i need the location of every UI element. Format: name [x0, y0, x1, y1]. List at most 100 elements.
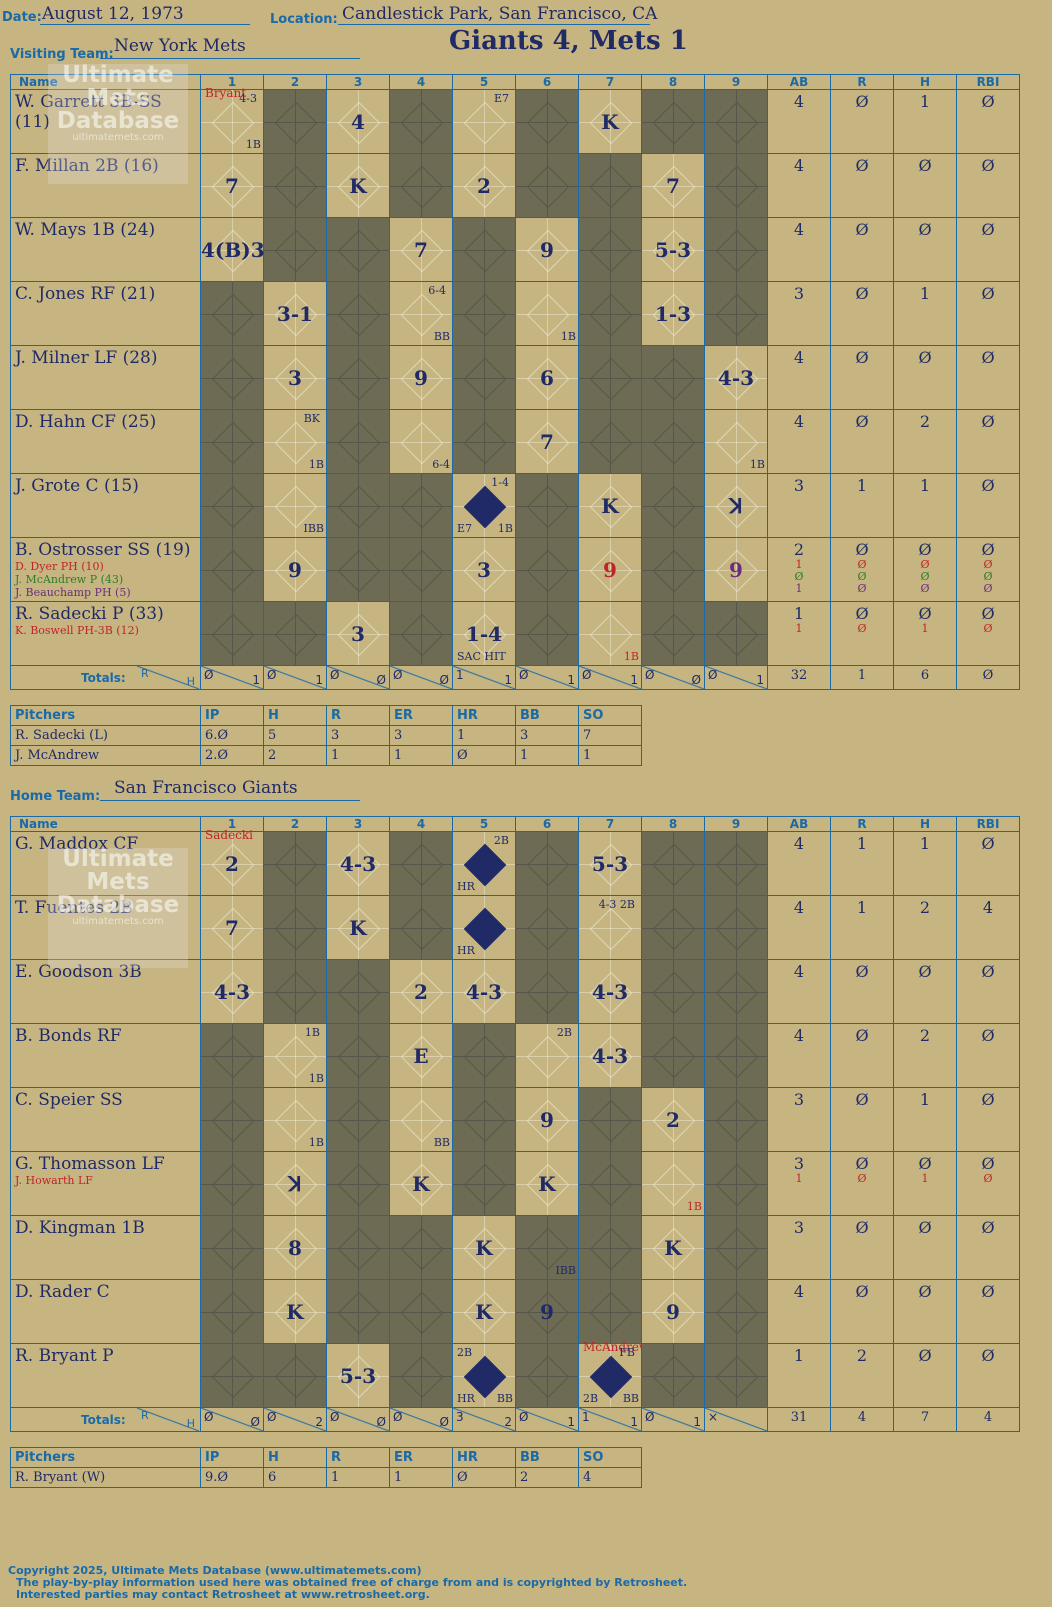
pitcher-stat: 1	[452, 725, 516, 746]
pitcher-col-ip: IP	[200, 705, 264, 726]
stat-value: Ø	[981, 604, 995, 623]
stat-value: Ø	[981, 348, 995, 367]
at-bat-cell-inning-3: 5-3	[326, 1343, 390, 1408]
stat-value: 4	[793, 156, 805, 175]
stat-value: 1	[919, 1090, 931, 1109]
total-divider	[264, 666, 326, 689]
stat-value: Ø	[981, 1346, 995, 1365]
pitcher-col-r: R	[326, 1447, 390, 1468]
cell-guide-v	[610, 896, 611, 959]
cell-guide-v	[610, 1216, 611, 1279]
total-divider	[516, 1408, 578, 1431]
at-bat-cell-inning-5: 4-3	[452, 959, 516, 1024]
at-bat-cell-inning-6: 9	[515, 1279, 579, 1344]
batter-name: B. Ostrosser SS (19) D. Dyer PH (10) J. Mc…	[10, 537, 201, 602]
pitcher-stat: 2	[263, 745, 327, 766]
at-bat-cell-inning-1: 4(B)3	[200, 217, 265, 282]
cell-guide-v	[232, 346, 233, 409]
play-result: K	[412, 1171, 430, 1196]
batter-row: G. Thomasson LF J. Howarth LF ꓘ K K 1B 3 1 Ø Ø Ø 1 Ø…	[10, 1151, 1020, 1216]
cell-guide-v	[610, 410, 611, 473]
at-bat-cell-inning-3: 4	[326, 89, 390, 154]
inning-hits: 1	[567, 1415, 575, 1429]
at-bat-cell-inning-4: E	[389, 1023, 453, 1088]
play-result: K	[286, 1299, 304, 1324]
at-bat-cell-inning-5	[452, 1023, 516, 1088]
pitcher-stat: 1	[389, 745, 453, 766]
cell-guide-v	[484, 154, 485, 217]
stat-value: 4	[793, 412, 805, 431]
pitcher-stat: 3	[515, 725, 579, 746]
stat-value: Ø	[855, 604, 869, 623]
stat-value: 4	[793, 834, 805, 853]
total-divider	[327, 666, 389, 689]
visiting-team-name: New York Mets	[114, 36, 246, 56]
base-diamond	[715, 101, 759, 144]
cell-guide-v	[421, 602, 422, 665]
inning-runs: Ø	[645, 1410, 655, 1424]
base-diamond	[589, 165, 633, 208]
cell-guide-v	[295, 1344, 296, 1407]
at-bat-cell-inning-4	[389, 1343, 453, 1408]
watermark-logo-2: Ultimate Mets Database ultimatemets.com	[48, 848, 188, 968]
play-result: 9	[729, 557, 743, 582]
inning-hits: Ø	[250, 1415, 260, 1429]
cell-guide-v	[484, 346, 485, 409]
at-bat-cell-inning-5: 3	[452, 537, 516, 602]
cell-guide-v	[421, 1024, 422, 1087]
play-annotation: 1B	[623, 650, 639, 663]
total-rbi: Ø	[956, 665, 1020, 690]
at-bat-cell-inning-3	[326, 345, 390, 410]
stat-value: Ø	[981, 834, 995, 853]
pitcher-change-note: Bryant	[205, 86, 247, 100]
base-diamond	[400, 549, 444, 592]
cell-guide-v	[358, 410, 359, 473]
base-diamond	[526, 843, 570, 886]
at-bat-cell-inning-8	[641, 1343, 705, 1408]
play-annotation: 4-3 2B	[598, 898, 635, 911]
at-bat-cell-inning-4	[389, 831, 453, 896]
play-result: 8	[288, 1235, 302, 1260]
inning-runs: ×	[708, 1410, 719, 1424]
cell-guide-v	[673, 1088, 674, 1151]
base-diamond	[274, 101, 318, 144]
rh-key-r: R	[141, 1409, 149, 1422]
column-header-inning-6: 6	[515, 816, 579, 832]
total-h: 7	[893, 1407, 957, 1432]
at-bat-cell-inning-2: K	[263, 1279, 327, 1344]
at-bat-cell-inning-1	[200, 537, 264, 602]
cell-guide-v	[610, 90, 611, 153]
stat-sub-value: Ø	[983, 622, 993, 635]
stat-sub-value: 1	[795, 1172, 803, 1185]
cell-guide-v	[484, 960, 485, 1023]
at-bat-cell-inning-9	[704, 895, 768, 960]
at-bat-cell-inning-7: 4-3	[578, 959, 642, 1024]
column-header-inning-5: 5	[452, 74, 516, 90]
rh-divider	[137, 666, 199, 689]
at-bat-cell-inning-6	[515, 537, 579, 602]
play-result: K	[601, 109, 619, 134]
pitcher-stat: Ø	[452, 1467, 516, 1488]
home-team-label: Home Team:	[10, 789, 101, 804]
at-bat-cell-inning-5	[452, 345, 516, 410]
visitors-pitchers: Pitchers IP H R ER HR BB SO R. Sadecki (L) 6.Ø 5 3 3…	[10, 705, 642, 766]
stat-value: Ø	[981, 962, 995, 981]
cell-guide-v	[421, 474, 422, 537]
cell-guide-v	[421, 154, 422, 217]
base-diamond	[715, 1099, 759, 1142]
cell-guide-v	[673, 90, 674, 153]
stat-sub-value: Ø	[857, 558, 867, 571]
inning-runs: Ø	[393, 1410, 403, 1424]
totals-text: Totals:	[81, 671, 126, 685]
at-bat-cell-inning-3	[326, 1279, 390, 1344]
at-bat-cell-inning-9: 1B	[704, 409, 768, 474]
at-bat-cell-inning-4: 2	[389, 959, 453, 1024]
at-bat-cell-inning-9	[704, 959, 768, 1024]
stat-value: 3	[793, 284, 805, 303]
